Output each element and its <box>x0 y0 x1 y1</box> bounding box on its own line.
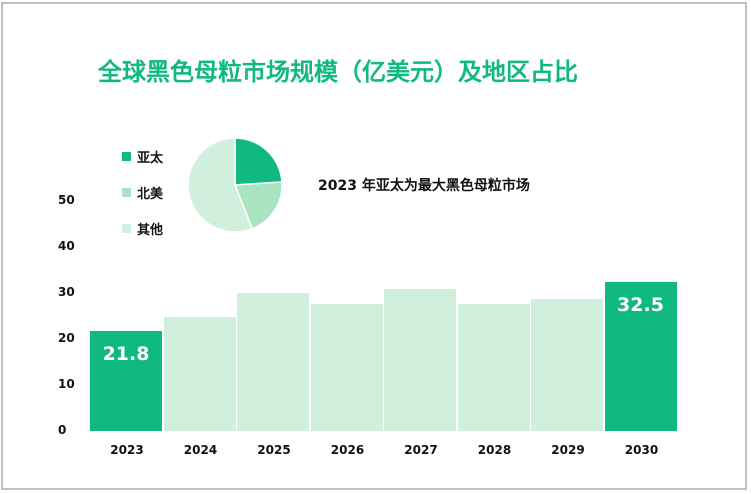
bar-2023: 21.8 <box>90 330 162 431</box>
legend-label: 北美 <box>137 186 164 202</box>
bar-2024 <box>163 316 236 431</box>
legend-swatch-icon <box>122 223 131 233</box>
bar-value-label: 32.5 <box>617 293 664 316</box>
legend-swatch-icon <box>122 151 131 161</box>
x-tick-label: 2025 <box>257 443 291 457</box>
x-tick-label: 2023 <box>110 443 144 457</box>
pie-slice-0 <box>234 137 283 186</box>
y-tick-label: 40 <box>58 239 75 253</box>
y-tick-label: 50 <box>58 193 75 207</box>
bar-2025 <box>237 293 309 431</box>
y-tick-label: 20 <box>58 331 75 345</box>
legend-item-north-america: 北美 <box>122 174 163 210</box>
bar-2027 <box>384 289 456 431</box>
legend-swatch-icon <box>122 187 131 197</box>
y-tick-label: 30 <box>58 285 75 299</box>
x-tick-label: 2028 <box>477 443 512 457</box>
x-tick-label: 2030 <box>624 443 659 457</box>
legend-label: 其他 <box>137 222 164 238</box>
bar-2028 <box>457 303 530 431</box>
bar-2026 <box>310 303 383 431</box>
bar-2030: 32.5 <box>604 281 677 431</box>
x-tick-label: 2027 <box>404 443 438 457</box>
pie-legend: 亚太 北美 其他 <box>122 138 163 246</box>
chart-annotation: 2023 年亚太为最大黑色母粒市场 <box>318 178 530 194</box>
bar-value-label: 21.8 <box>102 342 150 365</box>
region-share-pie <box>187 137 283 233</box>
y-tick-label: 0 <box>58 423 67 437</box>
x-tick-label: 2024 <box>183 443 218 457</box>
pie-slice-1 <box>233 181 283 230</box>
legend-item-other: 其他 <box>122 210 163 246</box>
x-tick-label: 2029 <box>551 443 585 457</box>
legend-item-asia-pacific: 亚太 <box>122 138 163 174</box>
legend-label: 亚太 <box>137 150 164 166</box>
pie-slice-2 <box>187 137 254 233</box>
chart-title: 全球黑色母粒市场规模（亿美元）及地区占比 <box>98 58 578 86</box>
bar-2029 <box>531 298 603 431</box>
y-tick-label: 10 <box>58 377 75 391</box>
x-tick-label: 2026 <box>330 443 365 457</box>
